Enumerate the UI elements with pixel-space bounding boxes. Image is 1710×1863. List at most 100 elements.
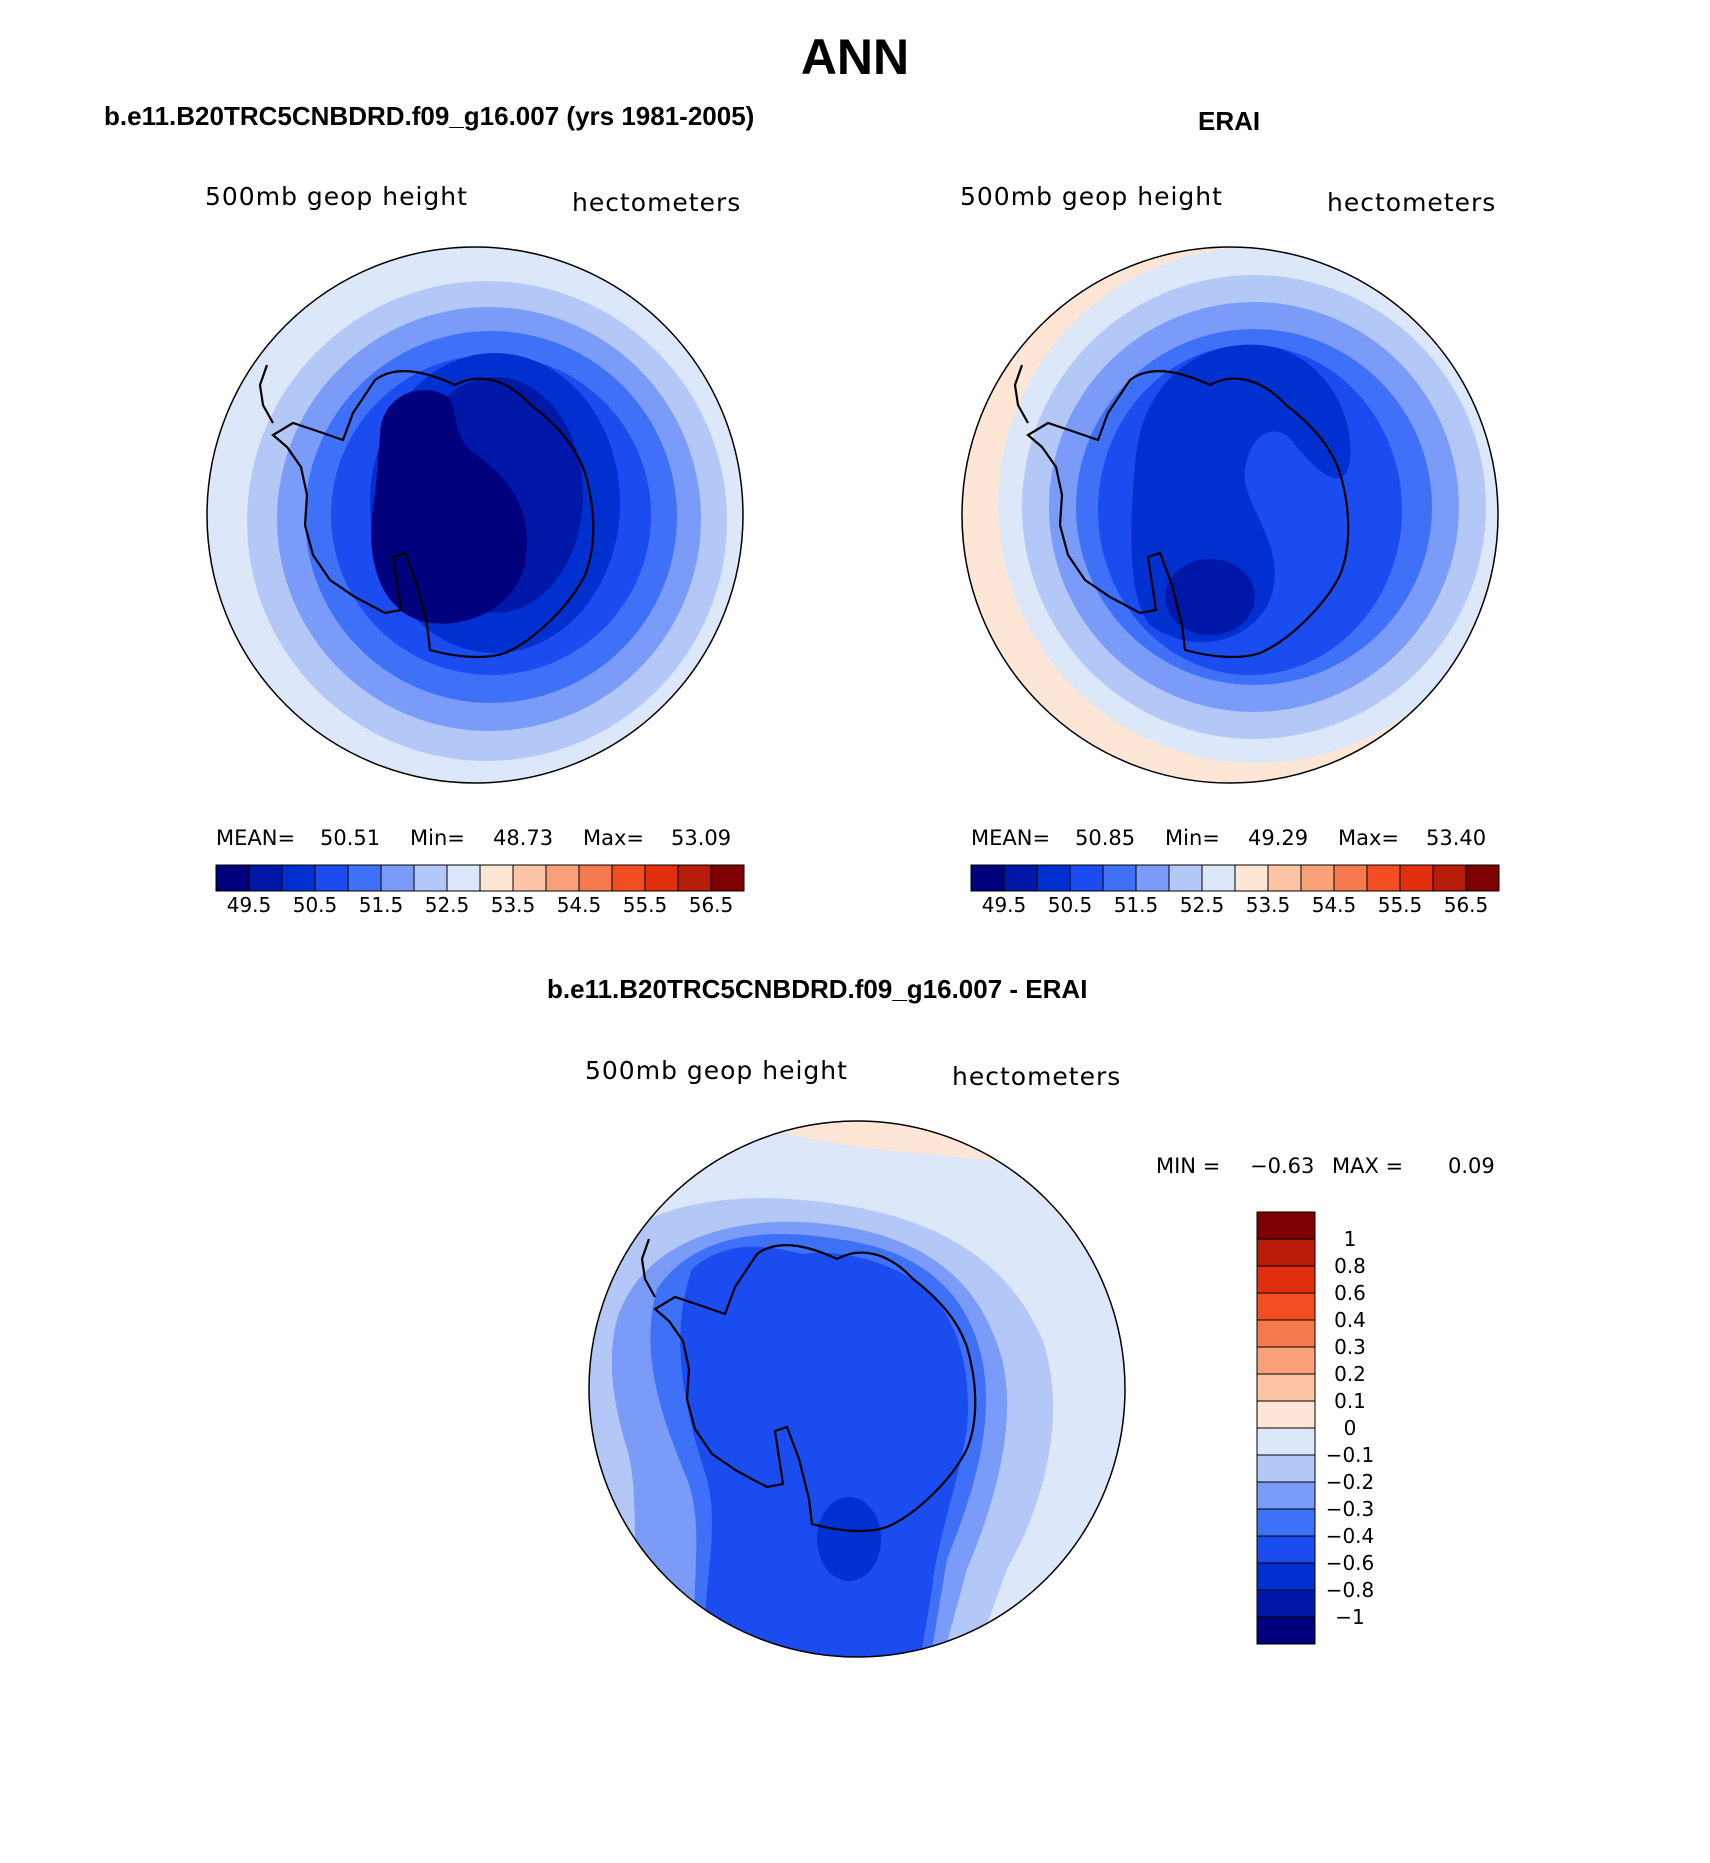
- colorbar-tick-label: 0: [1344, 1416, 1357, 1440]
- colorbar-tick-label: 54.5: [1312, 893, 1357, 917]
- colorbar-swatch: [512, 864, 547, 892]
- colorbar-swatch: [1102, 864, 1137, 892]
- obs-min-label: Min=: [1165, 826, 1220, 850]
- colorbar-swatch: [1168, 864, 1203, 892]
- antarctic-peninsula: [258, 364, 274, 424]
- map-boundary: [588, 1120, 1126, 1658]
- colorbar-swatch: [1256, 1400, 1316, 1429]
- diff-units-label: hectometers: [952, 1062, 1122, 1091]
- model-panel-title: b.e11.B20TRC5CNBDRD.f09_g16.007 (yrs 198…: [104, 101, 755, 131]
- antarctica-coastline: [1026, 370, 1350, 659]
- colorbar-swatch: [380, 864, 415, 892]
- colorbar-swatch: [1069, 864, 1104, 892]
- antarctica-coastline: [271, 370, 595, 659]
- colorbar-swatch: [215, 864, 250, 892]
- obs-units-label: hectometers: [1327, 188, 1497, 217]
- colorbar-tick-label: −0.6: [1326, 1551, 1375, 1575]
- colorbar-tick-label: 49.5: [227, 893, 272, 917]
- colorbar-tick-label: 56.5: [689, 893, 734, 917]
- colorbar-swatch: [248, 864, 283, 892]
- colorbar-tick-label: 56.5: [1444, 893, 1489, 917]
- colorbar-tick-label: −0.1: [1326, 1443, 1375, 1467]
- colorbar-swatch: [1256, 1508, 1316, 1537]
- diff-colorbar: 1 0.8 0.6 0.4 0.3 0.2 0.1 0 −0.1 −0.2 −0.3 −0.4 −0.6…: [1256, 1211, 1375, 1645]
- colorbar-swatch: [1300, 864, 1335, 892]
- colorbar-swatch: [578, 864, 613, 892]
- model-min-value: 48.73: [493, 826, 554, 850]
- colorbar-swatch: [545, 864, 580, 892]
- model-mean-label: MEAN=: [216, 826, 296, 850]
- colorbar-swatch: [1256, 1454, 1316, 1483]
- colorbar-swatch: [1234, 864, 1269, 892]
- colorbar-tick-label: 0.2: [1334, 1362, 1366, 1386]
- antarctic-peninsula: [1013, 364, 1029, 424]
- colorbar-tick-label: 55.5: [1378, 893, 1423, 917]
- antarctica-coastline: [653, 1244, 977, 1533]
- model-variable-label: 500mb geop height: [205, 182, 468, 211]
- colorbar-swatch: [347, 864, 382, 892]
- colorbar-tick-label: 55.5: [623, 893, 668, 917]
- colorbar-swatch: [1256, 1373, 1316, 1402]
- antarctic-peninsula: [640, 1238, 656, 1298]
- model-mean-value: 50.51: [320, 826, 381, 850]
- colorbar-swatch: [1201, 864, 1236, 892]
- colorbar-swatch: [281, 864, 316, 892]
- contour-band: [530, 450, 580, 490]
- colorbar-tick-label: 52.5: [425, 893, 470, 917]
- min-region: [817, 1497, 881, 1581]
- model-map: [206, 246, 744, 784]
- diff-max-value: 0.09: [1448, 1154, 1495, 1178]
- colorbar-tick-label: −0.4: [1326, 1524, 1375, 1548]
- obs-colorbar: 49.5 50.5 51.5 52.5 53.5 54.5 55.5 56.5: [970, 864, 1500, 917]
- colorbar-swatch: [314, 864, 349, 892]
- obs-mean-value: 50.85: [1075, 826, 1136, 850]
- colorbar-swatch: [1256, 1589, 1316, 1618]
- colorbar-swatch: [1333, 864, 1368, 892]
- map-boundary: [961, 246, 1499, 784]
- colorbar-swatch: [644, 864, 679, 892]
- colorbar-tick-label: 49.5: [982, 893, 1027, 917]
- colorbar-swatch: [1256, 1265, 1316, 1294]
- obs-map: [961, 246, 1499, 784]
- diff-max-label: MAX =: [1332, 1154, 1404, 1178]
- colorbar-tick-label: 53.5: [491, 893, 536, 917]
- colorbar-tick-label: 0.3: [1334, 1335, 1366, 1359]
- colorbar-tick-label: 1: [1344, 1227, 1357, 1251]
- colorbar-swatch: [1256, 1481, 1316, 1510]
- colorbar-swatch: [1267, 864, 1302, 892]
- colorbar-swatch: [677, 864, 712, 892]
- colorbar-swatch: [611, 864, 646, 892]
- colorbar-swatch: [1256, 1211, 1316, 1240]
- colorbar-tick-label: 52.5: [1180, 893, 1225, 917]
- colorbar-tick-label: 0.4: [1334, 1308, 1366, 1332]
- model-max-value: 53.09: [671, 826, 732, 850]
- colorbar-tick-label: −0.3: [1326, 1497, 1375, 1521]
- model-min-label: Min=: [410, 826, 465, 850]
- model-colorbar: 49.5 50.5 51.5 52.5 53.5 54.5 55.5 56.5: [215, 864, 745, 917]
- colorbar-swatch: [1036, 864, 1071, 892]
- obs-mean-label: MEAN=: [971, 826, 1051, 850]
- colorbar-swatch: [1256, 1427, 1316, 1456]
- colorbar-swatch: [970, 864, 1005, 892]
- colorbar-swatch: [413, 864, 448, 892]
- colorbar-tick-label: 51.5: [1114, 893, 1159, 917]
- model-units-label: hectometers: [572, 188, 742, 217]
- colorbar-swatch: [1366, 864, 1401, 892]
- contour-band: [680, 1246, 968, 1657]
- figure-title: ANN: [800, 29, 910, 85]
- colorbar-tick-label: 0.6: [1334, 1281, 1366, 1305]
- colorbar-tick-label: 50.5: [293, 893, 338, 917]
- colorbar-tick-label: 53.5: [1246, 893, 1291, 917]
- obs-min-value: 49.29: [1248, 826, 1309, 850]
- colorbar-tick-label: 0.1: [1334, 1389, 1366, 1413]
- colorbar-swatch: [1135, 864, 1170, 892]
- obs-max-label: Max=: [1338, 826, 1400, 850]
- colorbar-swatch: [446, 864, 481, 892]
- diff-min-value: −0.63: [1250, 1154, 1315, 1178]
- obs-max-value: 53.40: [1426, 826, 1487, 850]
- colorbar-tick-label: 54.5: [557, 893, 602, 917]
- colorbar-tick-label: 50.5: [1048, 893, 1093, 917]
- model-max-label: Max=: [583, 826, 645, 850]
- colorbar-tick-label: −0.2: [1326, 1470, 1375, 1494]
